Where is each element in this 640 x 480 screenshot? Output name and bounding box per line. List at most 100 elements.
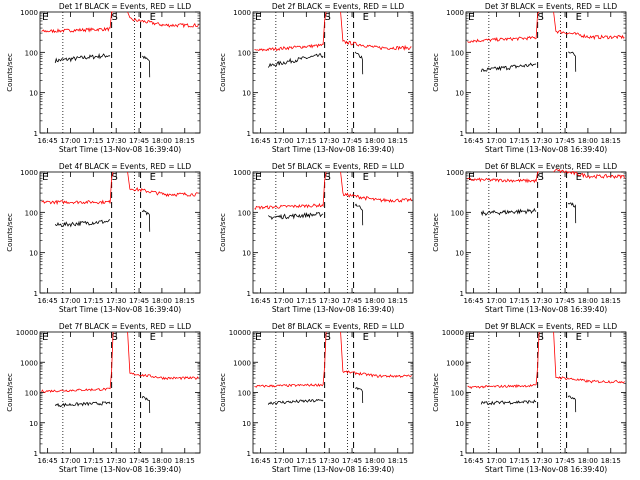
chart-svg-5: Det 5f BLACK = Events, RED = LLD 1 10 100 10… — [219, 162, 414, 314]
chart-title: Det 7f BLACK = Events, RED = LLD — [59, 322, 192, 331]
x-tick-label: 17:30 — [532, 457, 552, 465]
plot-frame — [252, 11, 414, 134]
x-tick-label: 17:00 — [273, 297, 293, 305]
lld-series-line — [41, 11, 114, 34]
lld-series-line-after — [340, 171, 412, 203]
x-tick-label: 18:00 — [578, 457, 598, 465]
event-label-e: E — [42, 332, 48, 343]
event-label-e: E — [255, 172, 261, 183]
y-tick-label: 1 — [460, 290, 464, 298]
y-tick-label: 100 — [451, 390, 464, 398]
events-series-line-after — [141, 395, 151, 414]
x-tick-label: 18:00 — [152, 137, 172, 145]
chart-title: Det 8f BLACK = Events, RED = LLD — [272, 322, 405, 331]
x-tick-label: 18:00 — [365, 457, 385, 465]
x-tick-label: 18:15 — [175, 137, 195, 145]
lld-series-line — [41, 171, 114, 206]
x-tick-label: 18:00 — [152, 297, 172, 305]
x-tick-label: 16:45 — [464, 297, 484, 305]
x-tick-label: 16:45 — [38, 297, 58, 305]
x-tick-label: 17:30 — [532, 297, 552, 305]
event-label-e2: E — [576, 172, 582, 183]
events-series-line-after — [567, 51, 577, 72]
plot-frame — [465, 171, 627, 294]
x-axis-label: Start Time (13-Nov-08 16:39:40) — [59, 305, 181, 314]
event-label-e: E — [42, 172, 48, 183]
detector-panel-9: Det 9f BLACK = Events, RED = LLD 1 10 100 10… — [426, 320, 639, 480]
x-tick-label: 18:15 — [388, 297, 408, 305]
events-series-line-after — [567, 395, 577, 413]
x-tick-label: 16:45 — [251, 457, 271, 465]
y-tick-label: 10 — [455, 250, 464, 258]
event-label-e2: E — [150, 172, 156, 183]
lld-series-line-after — [340, 11, 412, 51]
chart-title: Det 6f BLACK = Events, RED = LLD — [485, 162, 618, 171]
y-tick-label: 1000 — [233, 169, 251, 177]
y-tick-label: 1 — [34, 130, 38, 138]
x-tick-label: 17:45 — [129, 137, 149, 145]
y-tick-label: 1 — [247, 290, 251, 298]
event-label-e: E — [42, 12, 48, 23]
y-axis-label: Counts/sec — [432, 53, 440, 92]
y-tick-label: 1000 — [446, 9, 464, 17]
x-axis-label: Start Time (13-Nov-08 16:39:40) — [272, 305, 394, 314]
event-label-e2: E — [363, 12, 369, 23]
x-axis-label: Start Time (13-Nov-08 16:39:40) — [485, 145, 607, 154]
events-series-line — [267, 398, 324, 405]
chart-title: Det 5f BLACK = Events, RED = LLD — [272, 162, 405, 171]
y-tick-label: 10 — [242, 420, 251, 428]
chart-svg-8: Det 8f BLACK = Events, RED = LLD 1 10 100 10… — [219, 322, 414, 474]
y-axis-label: Counts/sec — [6, 53, 14, 92]
x-tick-label: 17:15 — [509, 457, 529, 465]
x-tick-label: 17:00 — [60, 457, 80, 465]
chart-title: Det 3f BLACK = Events, RED = LLD — [485, 2, 618, 11]
lld-series-line — [467, 11, 540, 43]
detector-panel-1: Det 1f BLACK = Events, RED = LLD 1 10 100 10… — [0, 0, 213, 160]
y-tick-label: 100 — [451, 49, 464, 57]
x-tick-label: 17:15 — [83, 457, 103, 465]
y-tick-label: 1000 — [446, 359, 464, 367]
x-tick-label: 17:15 — [83, 137, 103, 145]
y-axis-label: Counts/sec — [6, 213, 14, 252]
detector-panel-6: Det 6f BLACK = Events, RED = LLD 1 10 100 10… — [426, 160, 639, 320]
events-series-line — [267, 53, 324, 68]
x-tick-label: 17:00 — [486, 297, 506, 305]
x-tick-label: 16:45 — [251, 137, 271, 145]
x-tick-label: 16:45 — [464, 457, 484, 465]
x-tick-label: 17:45 — [342, 457, 362, 465]
y-axis-label: Counts/sec — [6, 373, 14, 412]
events-series-line — [54, 52, 111, 64]
lld-series-line — [41, 331, 114, 393]
detector-panel-8: Det 8f BLACK = Events, RED = LLD 1 10 100 10… — [213, 320, 426, 480]
x-axis-label: Start Time (13-Nov-08 16:39:40) — [272, 465, 394, 474]
y-tick-label: 1000 — [446, 169, 464, 177]
x-tick-label: 17:45 — [129, 297, 149, 305]
x-tick-label: 18:15 — [601, 457, 621, 465]
x-tick-label: 18:00 — [578, 137, 598, 145]
detector-panel-7: Det 7f BLACK = Events, RED = LLD 1 10 100 10… — [0, 320, 213, 480]
event-label-e2: E — [150, 12, 156, 23]
events-series-line-after — [567, 202, 577, 224]
event-label-e2: E — [363, 172, 369, 183]
x-tick-label: 17:45 — [555, 457, 575, 465]
y-tick-label: 1000 — [20, 9, 38, 17]
event-label-e2: E — [150, 332, 156, 343]
x-tick-label: 18:00 — [365, 137, 385, 145]
x-tick-label: 17:15 — [296, 457, 316, 465]
y-tick-label: 1000 — [233, 9, 251, 17]
x-tick-label: 17:30 — [319, 137, 339, 145]
event-label-s: S — [537, 332, 543, 343]
y-tick-label: 100 — [238, 390, 251, 398]
chart-svg-7: Det 7f BLACK = Events, RED = LLD 1 10 100 10… — [6, 322, 201, 474]
y-tick-label: 100 — [25, 49, 38, 57]
x-tick-label: 16:45 — [38, 137, 58, 145]
y-tick-label: 1 — [460, 130, 464, 138]
lld-series-line-after — [127, 331, 199, 381]
chart-title: Det 1f BLACK = Events, RED = LLD — [59, 2, 192, 11]
x-tick-label: 18:15 — [175, 297, 195, 305]
lld-series-line-after — [127, 171, 199, 198]
event-label-s: S — [537, 12, 543, 23]
plot-frame — [39, 331, 201, 454]
plot-frame — [465, 11, 627, 134]
detector-panel-4: Det 4f BLACK = Events, RED = LLD 1 10 100 10… — [0, 160, 213, 320]
